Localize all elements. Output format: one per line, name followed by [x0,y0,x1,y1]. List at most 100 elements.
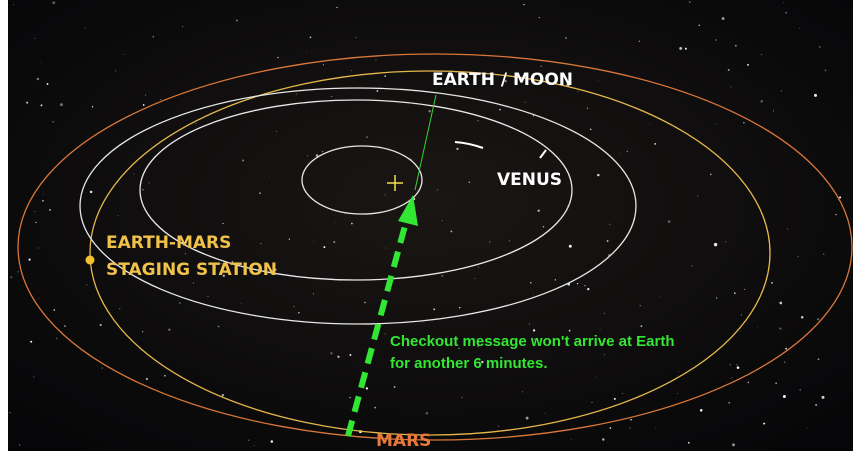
star [313,241,314,242]
star [543,226,544,227]
star [737,366,740,369]
star [654,143,656,145]
star [394,386,396,388]
star [30,341,32,343]
star [84,28,85,29]
star [333,241,335,243]
star [377,90,379,92]
star [429,110,431,112]
star [725,241,726,242]
star [785,12,787,14]
star [118,215,119,216]
star [595,376,596,377]
star [822,396,825,399]
star [640,305,641,306]
star [386,248,387,249]
star [236,20,238,22]
star [785,348,787,350]
staging-label: STAGING STATION [106,260,277,280]
star [677,393,678,394]
star [734,292,736,294]
star [819,46,821,48]
star [366,387,368,389]
star [42,200,44,202]
star [53,309,55,311]
star [649,124,650,125]
star [179,302,180,303]
star [698,25,700,27]
star [799,28,800,29]
star [825,70,827,72]
star [529,323,530,324]
star [757,327,758,328]
star [584,285,585,286]
star [499,109,500,110]
star [337,356,339,358]
star [254,445,255,446]
star [349,354,351,356]
star [142,331,143,332]
star [441,275,443,277]
star [289,239,290,240]
star [133,173,134,174]
message: for another 6 minutes. [390,355,548,372]
star [17,271,18,272]
star [193,282,195,284]
star [835,214,836,215]
star [259,192,261,194]
staging-label: EARTH-MARS [106,233,231,253]
star [685,48,687,50]
star [697,195,698,196]
star [781,90,782,91]
star [823,253,824,254]
star [571,439,572,440]
star [49,209,51,211]
star [839,196,841,198]
star [469,182,470,183]
star [691,265,692,266]
star [26,102,28,104]
star [668,220,670,222]
star [771,282,773,284]
star [143,104,145,106]
star [530,282,531,283]
star [28,258,30,260]
star [655,427,656,428]
star [47,83,49,85]
star [798,256,799,257]
star [168,329,170,331]
star [356,37,357,38]
star [779,327,781,329]
star [600,329,601,330]
star [384,75,386,77]
star [715,39,716,40]
star [537,209,539,211]
star [678,371,679,372]
star [761,100,764,103]
star [602,438,604,440]
star [19,444,20,445]
star [52,121,54,123]
star [437,189,438,190]
star [799,389,801,391]
star [271,440,274,443]
star [477,120,478,121]
star [330,352,332,354]
star [783,2,784,3]
star [787,228,788,229]
star [153,36,154,37]
star [366,136,368,138]
star [569,330,571,332]
star [322,151,324,153]
star [11,276,12,277]
star [736,364,737,365]
star [269,176,270,177]
star [323,246,325,248]
staging-station [86,256,95,265]
star [815,404,817,406]
star [56,338,58,340]
star [145,95,146,96]
star [442,220,443,221]
star [577,283,578,284]
star [456,148,458,150]
